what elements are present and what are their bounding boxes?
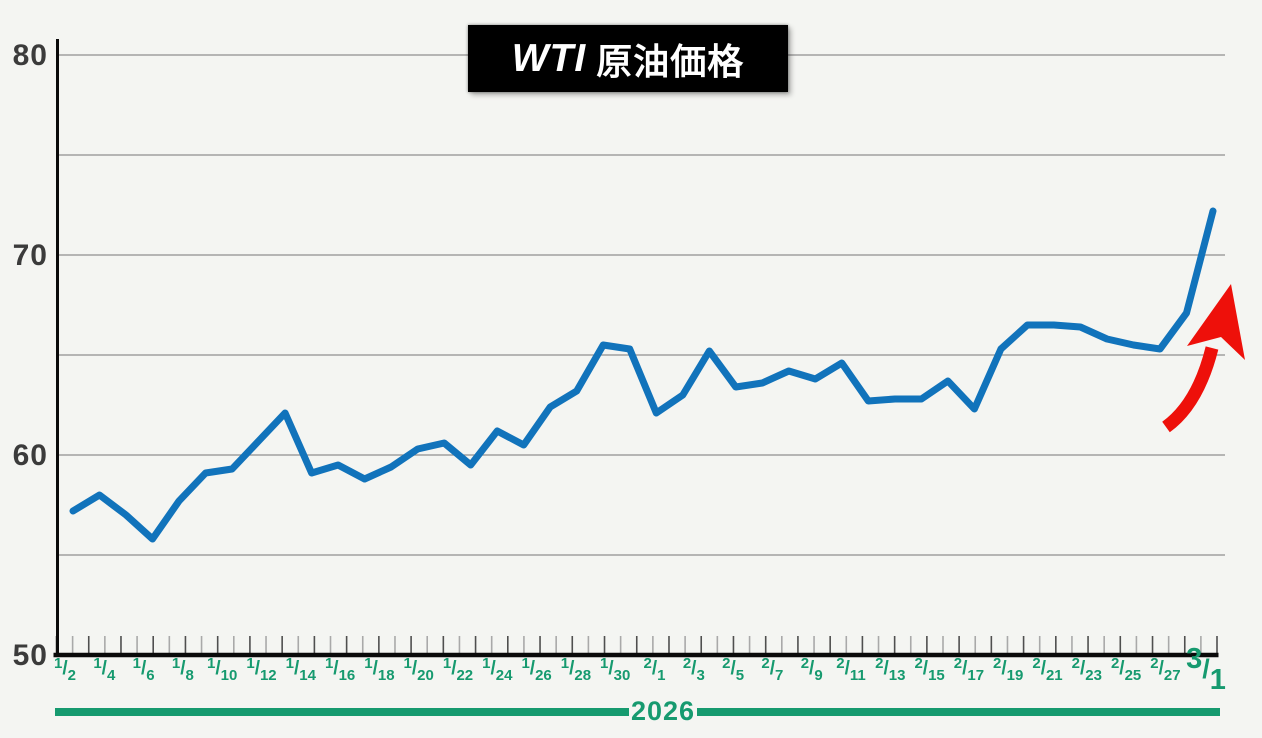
x-axis-label: 1/26 (521, 655, 552, 684)
x-axis-label: 1/8 (171, 655, 194, 684)
y-axis-label: 80 (12, 39, 48, 72)
y-axis-label: 60 (12, 439, 48, 472)
x-axis-label: 1/6 (132, 655, 155, 684)
x-axis-label: 1/20 (403, 655, 434, 684)
x-axis-label: 3/1 (1186, 643, 1226, 696)
x-axis-label: 1/4 (93, 655, 116, 684)
year-bar-left (55, 708, 629, 716)
x-axis-label: 1/24 (482, 655, 513, 684)
surge-arrow-shaft (1162, 346, 1219, 433)
x-axis-label: 2/15 (914, 655, 945, 684)
x-axis-label: 2/13 (875, 655, 906, 684)
x-axis-label: 1/16 (324, 655, 356, 684)
title-brand: WTI (511, 36, 587, 80)
x-axis-label: 2/25 (1110, 655, 1142, 684)
x-axis-label: 2/9 (800, 655, 823, 684)
year-bar-right (697, 708, 1220, 716)
x-axis-label: 1/14 (285, 655, 316, 684)
year-label: 2026 (630, 696, 696, 726)
price-line (69, 207, 1217, 543)
x-axis-label: 1/22 (442, 655, 474, 684)
x-axis-label: 1/30 (600, 655, 631, 684)
x-axis-label: 1/10 (207, 655, 238, 684)
x-axis-label: 2/27 (1150, 655, 1181, 684)
x-axis-label: 2/19 (993, 655, 1024, 684)
x-axis-label: 2/17 (953, 655, 985, 684)
x-axis-label: 2/23 (1071, 655, 1102, 684)
title-text: 原油価格 (596, 40, 745, 82)
chart-title: WTI 原油価格 (468, 25, 788, 92)
surge-arrow-head (1187, 284, 1245, 360)
x-axis-label: 1/12 (246, 655, 277, 684)
x-axis-label: 2/21 (1032, 655, 1063, 684)
x-axis-label: 2/3 (682, 655, 705, 684)
x-axis-label: 2/1 (643, 655, 666, 684)
x-axis-label: 1/18 (364, 655, 395, 684)
y-axis-label: 50 (12, 639, 48, 672)
x-axis-label: 2/11 (836, 655, 866, 684)
y-axis-label: 70 (12, 239, 48, 272)
x-axis-label: 2/7 (761, 655, 784, 684)
x-axis-label: 2/5 (722, 655, 745, 684)
x-axis-label: 1/2 (54, 655, 76, 684)
x-axis-label: 1/28 (560, 655, 592, 684)
